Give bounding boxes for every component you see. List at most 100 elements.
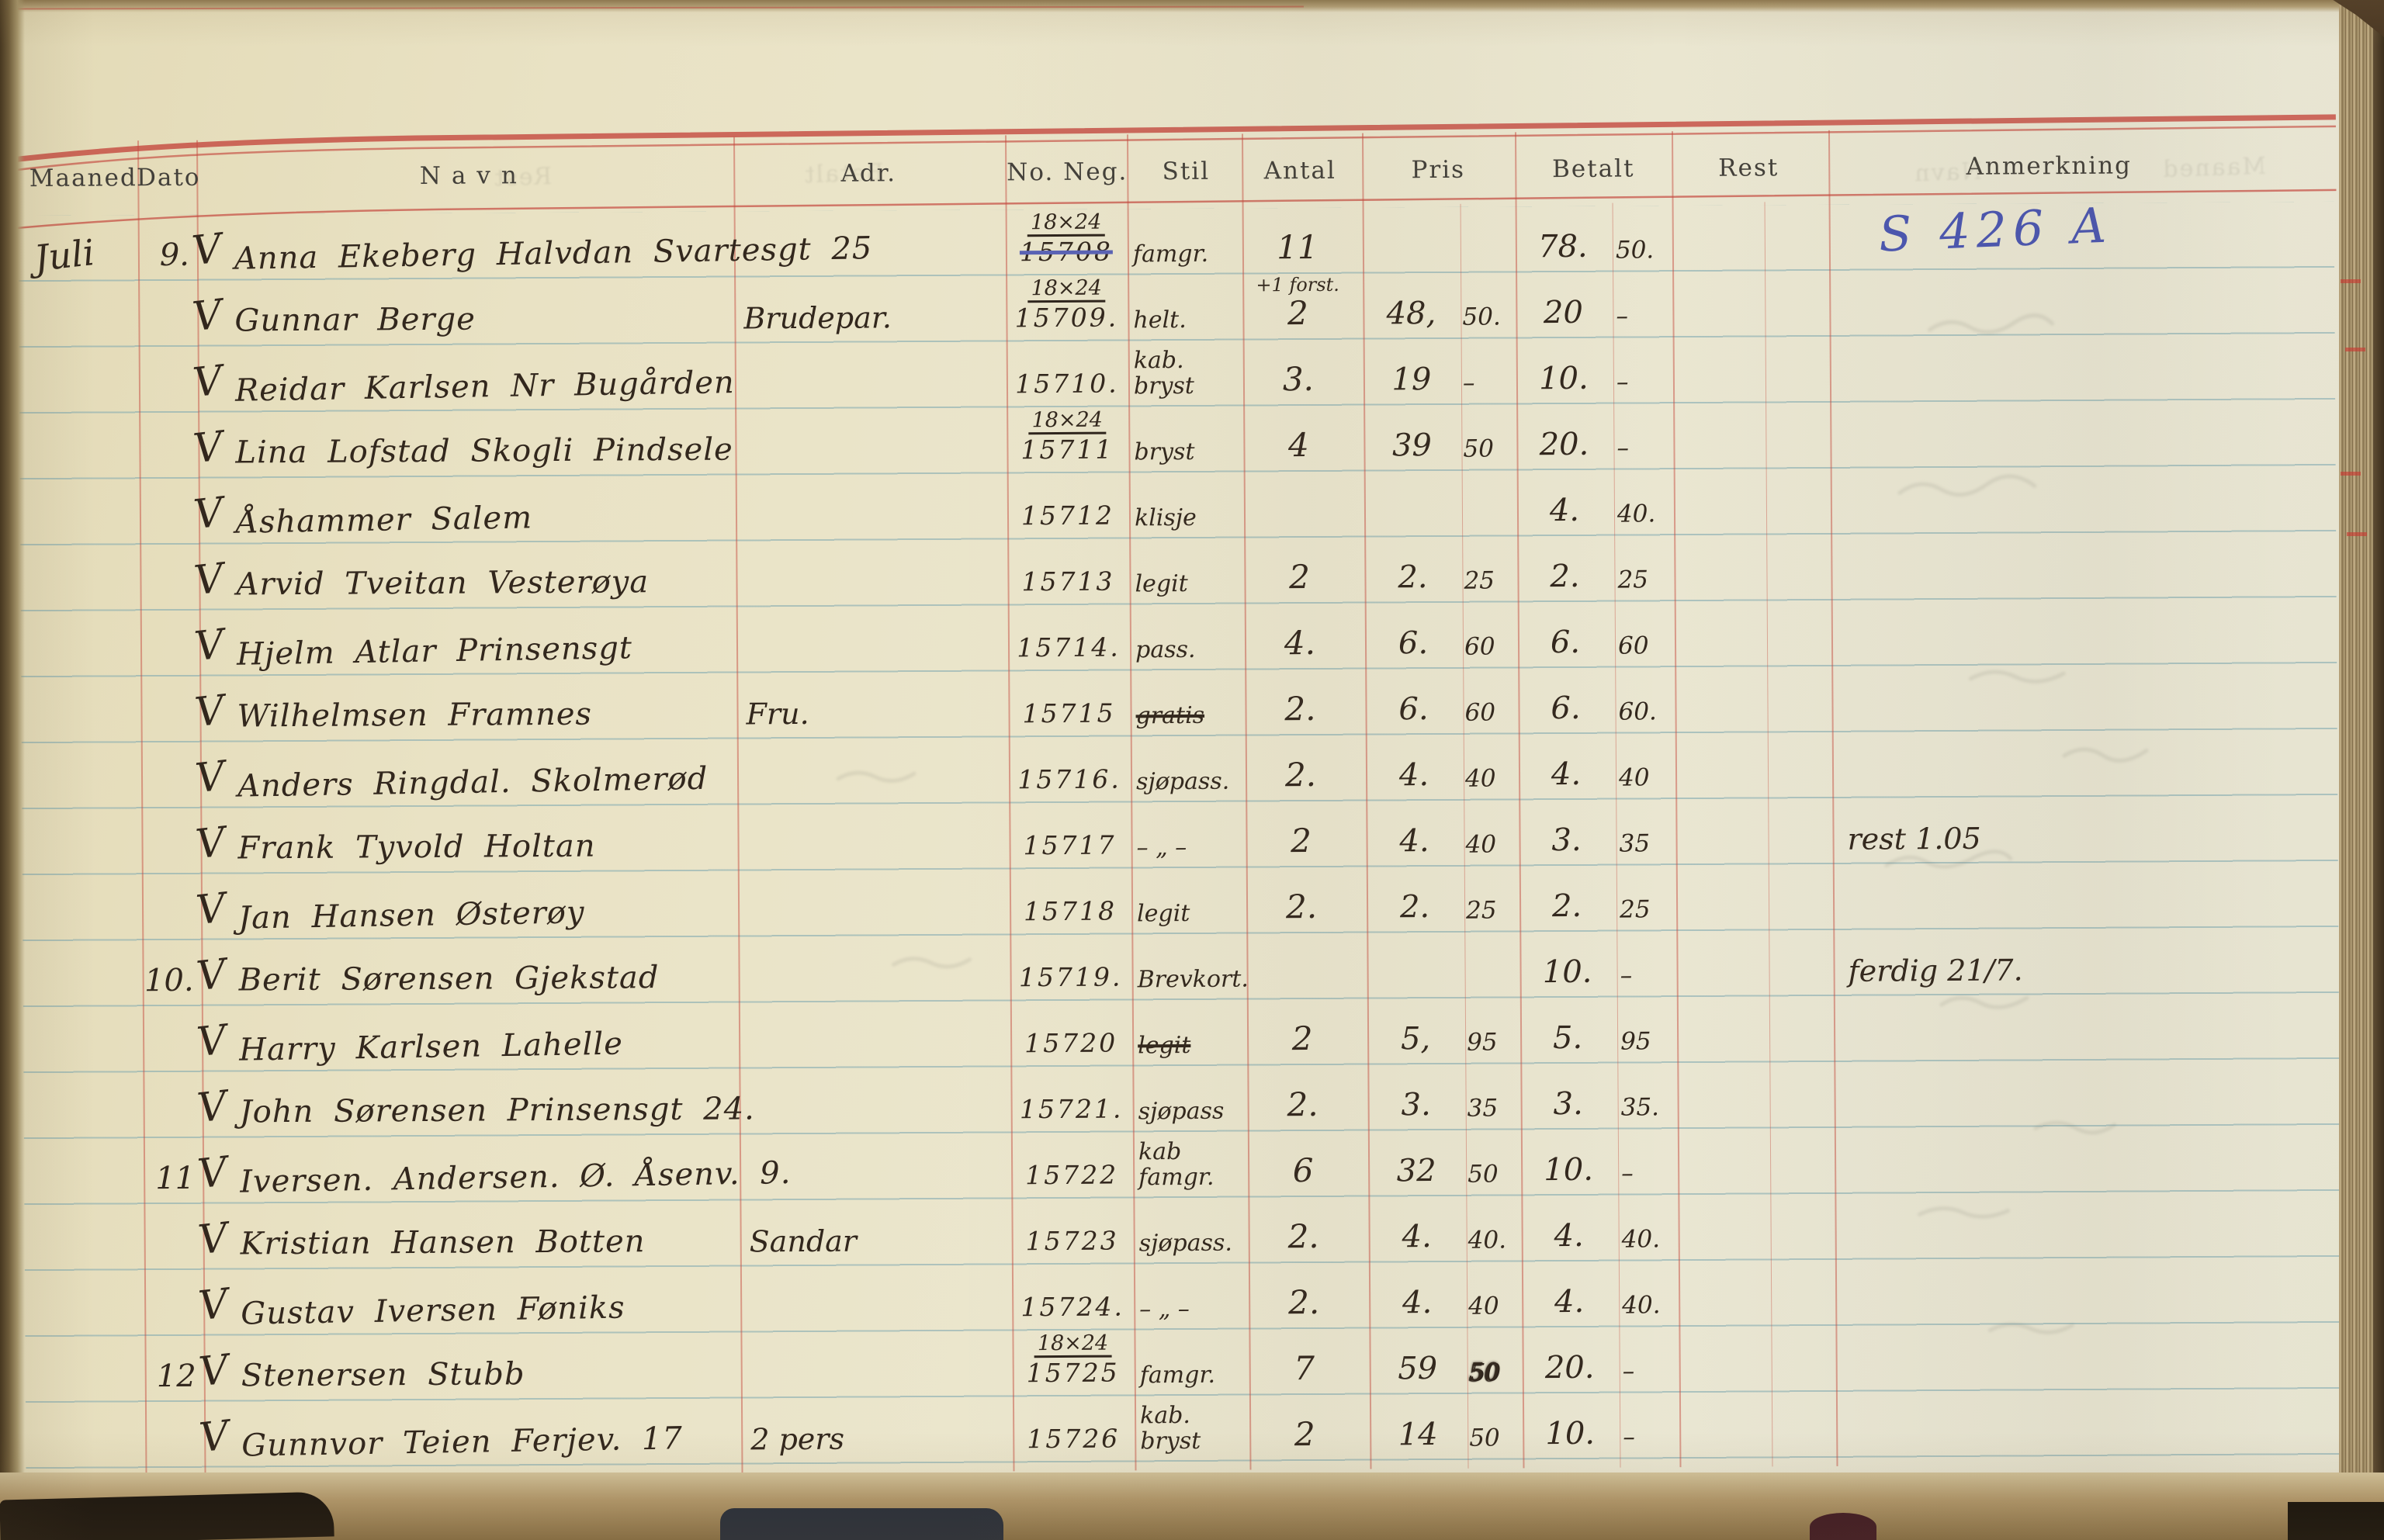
address-value xyxy=(748,1059,1004,1061)
remark-value: ferdig 21/7. xyxy=(1848,953,2023,988)
negative-cell: 15715 xyxy=(1010,697,1128,729)
quantity-value: 3. xyxy=(1282,359,1315,399)
style-value: helt. xyxy=(1133,306,1187,334)
quantity-cell: 2 xyxy=(1249,1019,1355,1058)
price-ore: 40 xyxy=(1468,1292,1499,1320)
remark-value: rest 1.05 xyxy=(1847,821,1981,857)
style-value: sjøpass. xyxy=(1135,767,1230,796)
negative-cell: 15726 xyxy=(1014,1423,1132,1455)
checkmark: V xyxy=(192,555,227,605)
style-cell: sjøpass. xyxy=(1135,767,1246,796)
paid-kroner: 20 xyxy=(1543,294,1583,331)
style-cell: klisje xyxy=(1135,504,1245,531)
quantity-cell: 4. xyxy=(1247,624,1353,663)
name-value: Iversen. Andersen. Ø. Åsenv. 9. xyxy=(239,1154,792,1200)
negative-number: 15718 xyxy=(1023,895,1118,927)
paid-kroner: 4. xyxy=(1554,1217,1584,1254)
checkmark: V xyxy=(190,291,225,341)
paid-ore: 25 xyxy=(1617,566,1649,594)
address-value xyxy=(747,795,1003,797)
remark-value xyxy=(1850,1315,2300,1318)
quantity-cell: 2. xyxy=(1251,1217,1357,1256)
header-anmerkning: Anmerkning xyxy=(1966,151,2133,181)
quantity-value: 2. xyxy=(1284,755,1317,794)
style-value: legit xyxy=(1135,569,1188,598)
bleedthrough-maaned: Maaned xyxy=(2160,152,2267,184)
checkmark: V xyxy=(192,753,227,803)
paid-kroner: 20. xyxy=(1544,1349,1595,1386)
quantity-value: 2. xyxy=(1285,887,1318,926)
address-value xyxy=(743,268,1000,269)
checkmark: V xyxy=(192,687,227,737)
checkmark: V xyxy=(193,818,228,869)
paid-kroner: 4. xyxy=(1554,1283,1585,1320)
style-value: Brevkort. xyxy=(1137,965,1249,994)
quantity-cell xyxy=(1249,991,1355,992)
price-kroner xyxy=(1367,265,1454,266)
price-ore: 25 xyxy=(1464,566,1495,595)
quantity-cell: 2. xyxy=(1247,690,1353,728)
paid-ore: – xyxy=(1623,1423,1635,1452)
paid-kroner: 10. xyxy=(1538,360,1589,397)
style-cell: famgr. xyxy=(1133,241,1243,268)
negative-cell: 15723 xyxy=(1014,1225,1131,1257)
remark-value xyxy=(1851,1381,2301,1384)
paid-kroner: 6. xyxy=(1550,624,1581,661)
price-kroner: 4. xyxy=(1402,1285,1433,1321)
negative-cell: 15714. xyxy=(1010,632,1128,663)
name-value: John Sørensen Prinsensgt 24. xyxy=(239,1091,755,1130)
paid-ore: 40. xyxy=(1622,1291,1661,1320)
date-value: 12 xyxy=(156,1358,196,1395)
price-ore: 40 xyxy=(1464,764,1496,793)
negative-number: 15714. xyxy=(1017,632,1121,663)
style-value: legit xyxy=(1138,1031,1191,1060)
paid-kroner: 10. xyxy=(1542,953,1592,991)
price-ore: 40 xyxy=(1465,830,1497,859)
negative-size: 18×24 xyxy=(1028,408,1107,435)
quantity-cell: 2. xyxy=(1249,888,1354,926)
remark-value xyxy=(1850,1249,2300,1252)
style-cell: sjøpass xyxy=(1138,1098,1249,1126)
paid-ore: – xyxy=(1616,302,1629,330)
stack-red-mark xyxy=(2341,472,2361,476)
negative-number: 15713 xyxy=(1021,566,1115,597)
remark-value xyxy=(1847,787,2297,791)
quantity-value: 2 xyxy=(1294,1414,1315,1454)
quantity-value: 2. xyxy=(1284,689,1316,728)
header-dato: Dato xyxy=(136,163,201,192)
bleedthrough-rest: Rest xyxy=(492,162,553,192)
address-value xyxy=(745,531,1001,533)
remark-value xyxy=(1846,590,2296,593)
paid-ore: – xyxy=(1622,1357,1635,1386)
style-value: legit xyxy=(1137,899,1190,928)
checkmark: V xyxy=(191,423,226,473)
stack-red-mark xyxy=(2347,532,2367,536)
checkmark: V xyxy=(197,1412,232,1462)
paid-kroner: 2. xyxy=(1551,888,1582,925)
quantity-cell: 2. xyxy=(1251,1282,1357,1322)
month-value: Juli xyxy=(32,230,97,280)
quantity-value: 6 xyxy=(1292,1151,1314,1190)
rest-value xyxy=(1677,593,1762,594)
remark-value xyxy=(1848,919,2298,922)
price-ore: 60 xyxy=(1464,632,1495,661)
paid-ore: 95 xyxy=(1620,1027,1651,1056)
paid-kroner: 10. xyxy=(1545,1415,1596,1452)
quantity-value: 2 xyxy=(1288,558,1310,597)
quantity-value: 2. xyxy=(1287,1282,1320,1322)
quantity-value: 7 xyxy=(1294,1348,1315,1388)
price-kroner: 39 xyxy=(1391,427,1433,464)
price-ore: 60 xyxy=(1464,698,1496,727)
paid-ore: 25 xyxy=(1619,895,1651,924)
style-cell: helt. xyxy=(1133,306,1243,334)
paid-ore: 60. xyxy=(1618,697,1657,726)
style-value: – „ – xyxy=(1139,1295,1190,1324)
checkmark: V xyxy=(192,621,227,671)
paid-ore: 35 xyxy=(1619,829,1651,858)
negative-number: 15720 xyxy=(1024,1027,1118,1059)
rest-value xyxy=(1682,1450,1767,1451)
negative-number: 15715 xyxy=(1022,697,1116,729)
name-value: Stenersen Stubb xyxy=(241,1356,525,1394)
